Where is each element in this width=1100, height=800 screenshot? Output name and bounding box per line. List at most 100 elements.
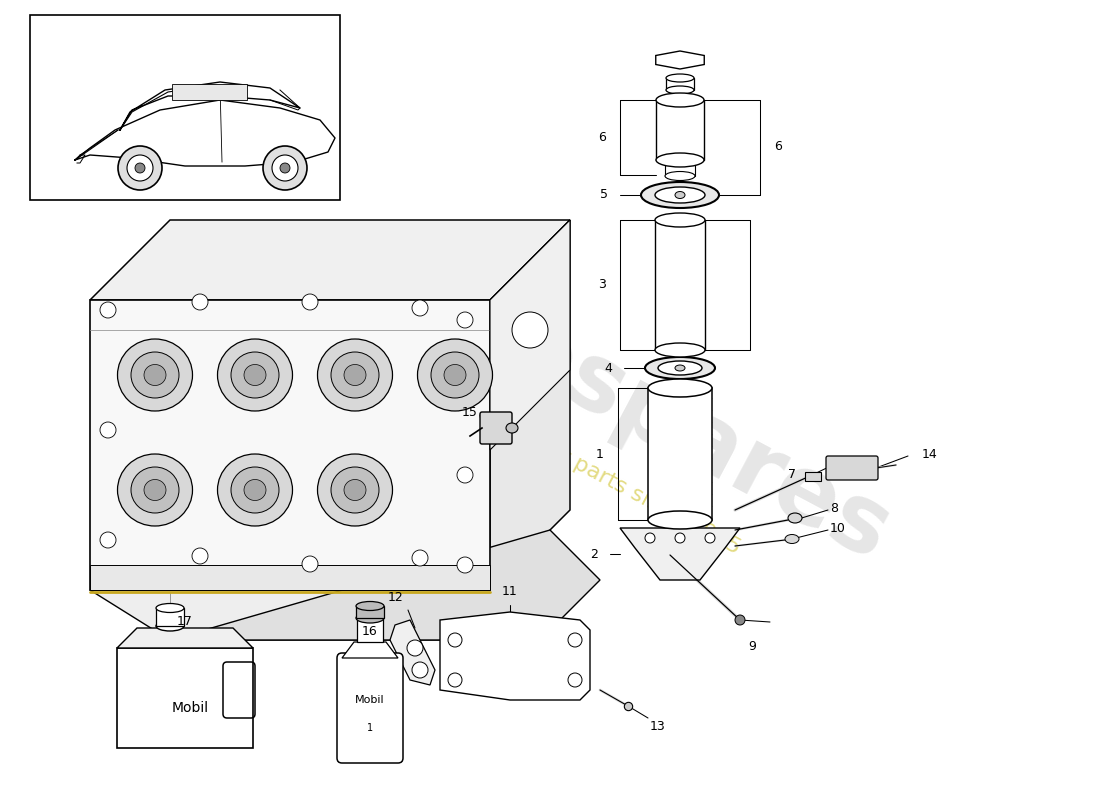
Text: 2: 2 (590, 547, 598, 561)
Bar (805, 472, 821, 481)
Circle shape (448, 673, 462, 687)
Bar (358, 618, 383, 642)
Text: 16: 16 (362, 625, 378, 638)
Circle shape (456, 312, 473, 328)
Ellipse shape (218, 339, 293, 411)
Ellipse shape (118, 454, 192, 526)
Bar (666, 78, 694, 90)
Text: 5: 5 (600, 189, 608, 202)
Ellipse shape (656, 93, 704, 107)
Bar (666, 160, 695, 176)
Ellipse shape (675, 191, 685, 198)
FancyBboxPatch shape (480, 412, 512, 444)
Circle shape (192, 294, 208, 310)
Ellipse shape (144, 479, 166, 501)
Text: 15: 15 (462, 406, 478, 418)
Text: 14: 14 (922, 447, 937, 461)
Ellipse shape (645, 357, 715, 379)
Ellipse shape (318, 454, 393, 526)
FancyBboxPatch shape (337, 653, 403, 763)
Bar (30, 15, 340, 200)
Polygon shape (117, 628, 253, 648)
Ellipse shape (788, 513, 802, 523)
Polygon shape (490, 220, 570, 590)
Circle shape (135, 163, 145, 173)
Text: 4: 4 (604, 362, 612, 374)
Ellipse shape (675, 365, 685, 371)
Text: 17: 17 (177, 615, 192, 628)
Ellipse shape (666, 86, 694, 94)
Circle shape (412, 662, 428, 678)
Ellipse shape (131, 352, 179, 398)
Polygon shape (90, 565, 490, 590)
Bar (156, 608, 184, 626)
Circle shape (272, 155, 298, 181)
Circle shape (456, 557, 473, 573)
Ellipse shape (666, 171, 695, 181)
Ellipse shape (244, 479, 266, 501)
Polygon shape (90, 590, 540, 640)
Text: 3: 3 (598, 278, 606, 291)
Circle shape (302, 294, 318, 310)
Text: 9: 9 (748, 640, 756, 653)
Ellipse shape (785, 534, 799, 543)
Ellipse shape (131, 467, 179, 513)
Circle shape (280, 163, 290, 173)
Bar (648, 388, 712, 520)
Text: Mobil: Mobil (172, 701, 209, 715)
Circle shape (448, 633, 462, 647)
Ellipse shape (356, 613, 384, 623)
Polygon shape (490, 220, 570, 450)
Circle shape (412, 550, 428, 566)
Circle shape (675, 533, 685, 543)
Circle shape (645, 533, 654, 543)
Ellipse shape (118, 339, 192, 411)
Circle shape (302, 556, 318, 572)
Ellipse shape (418, 339, 493, 411)
Text: 6: 6 (598, 131, 606, 144)
Ellipse shape (654, 343, 705, 357)
Circle shape (100, 422, 116, 438)
Ellipse shape (244, 365, 266, 386)
Text: 13: 13 (650, 720, 666, 733)
Ellipse shape (506, 423, 518, 433)
FancyBboxPatch shape (826, 456, 878, 480)
Polygon shape (656, 51, 704, 69)
Polygon shape (90, 220, 570, 300)
Polygon shape (90, 300, 490, 590)
Polygon shape (620, 528, 740, 580)
Text: 11: 11 (502, 585, 518, 598)
Bar (172, 84, 248, 100)
Circle shape (512, 312, 548, 348)
Circle shape (100, 302, 116, 318)
Ellipse shape (656, 153, 704, 167)
Circle shape (126, 155, 153, 181)
Ellipse shape (231, 467, 279, 513)
Circle shape (735, 615, 745, 625)
Circle shape (568, 633, 582, 647)
Ellipse shape (331, 352, 379, 398)
Bar (656, 100, 704, 160)
Text: 7: 7 (788, 467, 796, 481)
Polygon shape (440, 612, 590, 700)
Ellipse shape (444, 365, 466, 386)
Text: eurospares: eurospares (334, 219, 905, 581)
Bar (356, 606, 384, 618)
Text: 8: 8 (830, 502, 838, 514)
Circle shape (100, 532, 116, 548)
Ellipse shape (231, 352, 279, 398)
Ellipse shape (318, 339, 393, 411)
Circle shape (118, 146, 162, 190)
Circle shape (407, 640, 424, 656)
Circle shape (192, 548, 208, 564)
Text: 1: 1 (367, 723, 373, 733)
Text: 1: 1 (596, 447, 604, 461)
Text: Mobil: Mobil (355, 695, 385, 705)
Ellipse shape (218, 454, 293, 526)
Circle shape (412, 300, 428, 316)
Circle shape (263, 146, 307, 190)
Ellipse shape (331, 467, 379, 513)
Ellipse shape (658, 361, 702, 375)
Text: 12: 12 (387, 591, 403, 604)
Ellipse shape (648, 379, 712, 397)
